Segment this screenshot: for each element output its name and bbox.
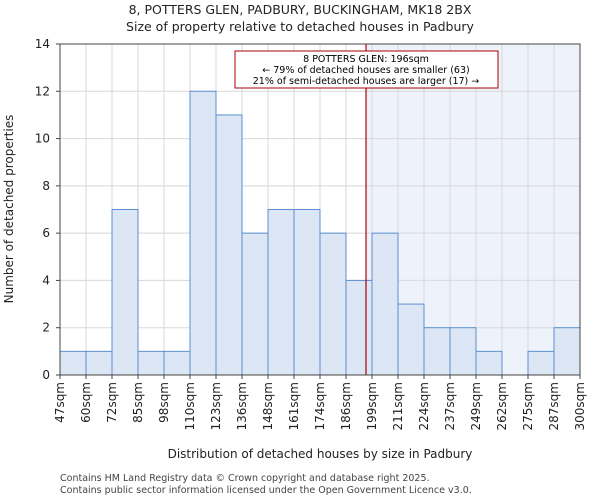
y-tick-label-14: 14 xyxy=(35,37,50,51)
bar-110sqm xyxy=(189,90,217,376)
x-tick-labels: 47sqm 60sqm 72sqm 85sqm 98sqm 110sqm 123sqm 136… xyxy=(53,375,587,430)
y-tick-label-2: 2 xyxy=(42,321,50,335)
bar-186sqm xyxy=(345,279,373,376)
x-tick-label-211sqm: 211sqm xyxy=(391,382,405,430)
bar-174sqm xyxy=(319,232,347,376)
x-tick-label-224sqm: 224sqm xyxy=(417,382,431,430)
footer-line-2: Contains public sector information licen… xyxy=(60,485,472,496)
y-axis-label: Number of detached properties xyxy=(2,115,16,304)
bar-85sqm xyxy=(137,350,165,376)
bar-161sqm xyxy=(293,209,321,376)
chart-title: 8, POTTERS GLEN, PADBURY, BUCKINGHAM, MK… xyxy=(129,2,472,17)
x-tick-label-110sqm: 110sqm xyxy=(183,382,197,430)
bar-60sqm xyxy=(85,350,113,376)
bar-72sqm xyxy=(111,209,139,376)
x-tick-label-262sqm: 262sqm xyxy=(495,382,509,430)
x-tick-label-136sqm: 136sqm xyxy=(235,382,249,430)
bar-47sqm xyxy=(59,350,87,376)
x-tick-label-123sqm: 123sqm xyxy=(209,382,223,430)
bar-249sqm xyxy=(475,350,503,376)
x-tick-label-85sqm: 85sqm xyxy=(131,382,145,423)
y-tick-label-4: 4 xyxy=(42,273,50,287)
x-tick-label-199sqm: 199sqm xyxy=(365,382,379,430)
x-tick-label-72sqm: 72sqm xyxy=(105,382,119,423)
x-tick-label-148sqm: 148sqm xyxy=(261,382,275,430)
bar-211sqm xyxy=(397,303,425,376)
marker-annotation: 8 POTTERS GLEN: 196sqm ← 79% of detached… xyxy=(234,50,499,89)
footer-line-1: Contains HM Land Registry data © Crown c… xyxy=(60,473,430,484)
x-tick-label-47sqm: 47sqm xyxy=(53,382,67,423)
annotation-line-1: 8 POTTERS GLEN: 196sqm xyxy=(303,54,429,65)
annotation-line-3: 21% of semi-detached houses are larger (… xyxy=(253,76,480,87)
y-tick-label-6: 6 xyxy=(42,226,50,240)
x-tick-label-300sqm: 300sqm xyxy=(573,382,587,430)
bar-199sqm xyxy=(371,232,399,376)
x-tick-label-287sqm: 287sqm xyxy=(547,382,561,430)
x-tick-label-98sqm: 98sqm xyxy=(157,382,171,423)
bar-123sqm xyxy=(215,114,243,376)
x-tick-label-161sqm: 161sqm xyxy=(287,382,301,430)
bars xyxy=(59,90,581,376)
x-tick-label-60sqm: 60sqm xyxy=(79,382,93,423)
bar-287sqm xyxy=(553,327,581,376)
bar-275sqm xyxy=(527,350,555,376)
bar-224sqm xyxy=(423,327,451,376)
y-tick-label-0: 0 xyxy=(42,368,50,382)
x-axis-label: Distribution of detached houses by size … xyxy=(168,447,473,461)
bar-237sqm xyxy=(449,327,477,376)
x-tick-label-237sqm: 237sqm xyxy=(443,382,457,430)
x-tick-label-249sqm: 249sqm xyxy=(469,382,483,430)
chart-subtitle: Size of property relative to detached ho… xyxy=(126,19,474,34)
y-tick-label-10: 10 xyxy=(35,132,50,146)
x-tick-label-186sqm: 186sqm xyxy=(339,382,353,430)
annotation-line-2: ← 79% of detached houses are smaller (63… xyxy=(262,65,469,76)
x-tick-label-275sqm: 275sqm xyxy=(521,382,535,430)
y-tick-labels: 0 2 4 6 8 10 12 14 xyxy=(35,37,60,382)
bar-98sqm xyxy=(163,350,191,376)
y-tick-label-8: 8 xyxy=(42,179,50,193)
bar-148sqm xyxy=(267,209,295,376)
y-tick-label-12: 12 xyxy=(35,84,50,98)
bar-136sqm xyxy=(241,232,269,376)
x-tick-label-174sqm: 174sqm xyxy=(313,382,327,430)
annotation-box xyxy=(234,50,499,89)
